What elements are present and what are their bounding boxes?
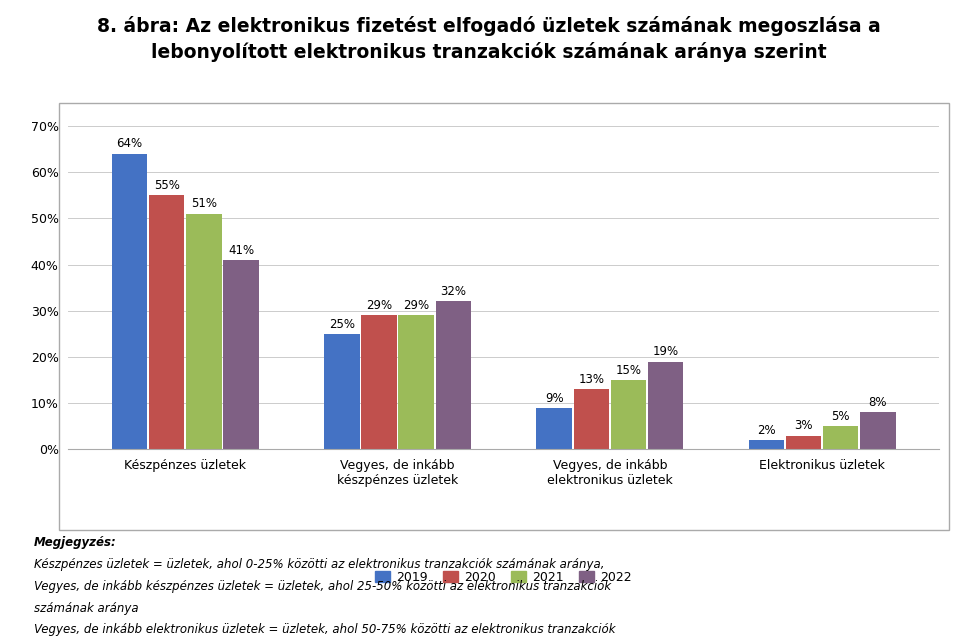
Bar [647,361,683,449]
Text: 51%: 51% [191,198,217,211]
Text: 9%: 9% [544,392,563,404]
Bar [785,435,821,449]
Text: 5%: 5% [830,410,849,423]
Legend: 2019, 2020, 2021, 2022: 2019, 2020, 2021, 2022 [370,566,636,589]
Text: 32%: 32% [440,285,466,299]
Text: 41%: 41% [228,244,254,257]
Bar [323,334,360,449]
Bar [361,315,397,449]
Text: Vegyes, de inkább elektronikus üzletek = üzletek, ahol 50-75% közötti az elektro: Vegyes, de inkább elektronikus üzletek =… [34,623,616,636]
Bar [223,260,258,449]
Text: számának aránya: számának aránya [34,602,139,614]
Bar [822,426,858,449]
Bar [398,315,434,449]
Text: 64%: 64% [116,137,143,150]
Text: 8. ábra: Az elektronikus fizetést elfogadó üzletek számának megoszlása a
lebonyo: 8. ábra: Az elektronikus fizetést elfoga… [97,16,880,62]
Bar [573,389,609,449]
Text: 55%: 55% [153,179,180,192]
Text: 3%: 3% [793,419,812,432]
Text: 8%: 8% [868,396,886,409]
Text: 13%: 13% [577,373,604,386]
Text: 25%: 25% [328,318,355,331]
Text: 15%: 15% [615,364,641,377]
Bar [186,214,222,449]
Text: Vegyes, de inkább készpénzes üzletek = üzletek, ahol 25-50% közötti az elektroni: Vegyes, de inkább készpénzes üzletek = ü… [34,580,611,593]
Text: 29%: 29% [365,299,392,312]
Bar [535,408,572,449]
Bar [111,153,148,449]
Bar [748,440,784,449]
Text: 19%: 19% [652,345,678,358]
Bar [610,380,646,449]
Bar [435,302,471,449]
Text: 29%: 29% [403,299,429,312]
Text: 2%: 2% [756,424,775,437]
Bar [149,195,185,449]
Text: Megjegyzés:: Megjegyzés: [34,536,117,549]
Text: Készpénzes üzletek = üzletek, ahol 0-25% közötti az elektronikus tranzakciók szá: Készpénzes üzletek = üzletek, ahol 0-25%… [34,558,604,571]
Bar [859,412,895,449]
